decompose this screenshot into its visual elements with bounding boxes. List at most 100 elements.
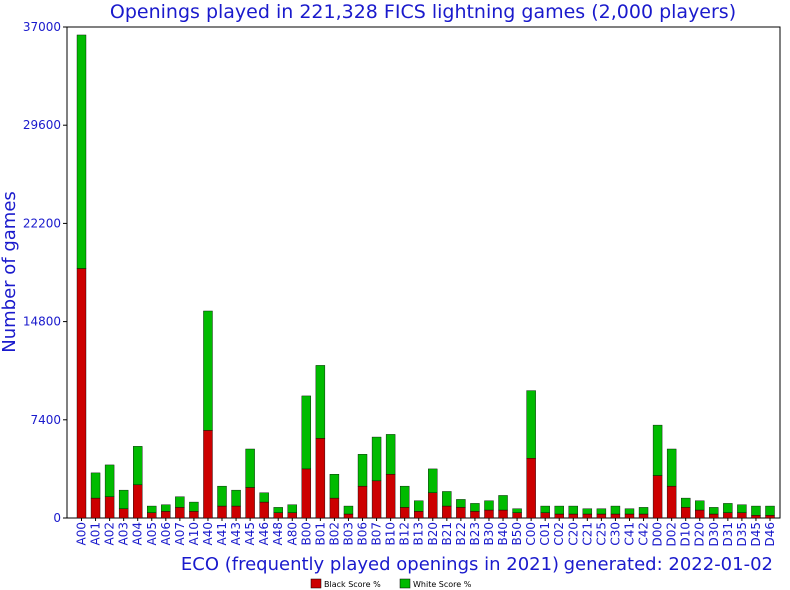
bar-segment-white bbox=[624, 508, 635, 515]
bar-segment-black bbox=[343, 513, 354, 519]
bar-segment-white bbox=[231, 489, 241, 507]
bar-segment-black bbox=[259, 501, 269, 519]
bar-segment-black bbox=[315, 438, 326, 519]
bar-segment-black bbox=[203, 430, 213, 519]
y-tick-label: 29600 bbox=[23, 118, 61, 132]
x-tick-label: A41 bbox=[215, 522, 229, 545]
bar-segment-white bbox=[695, 500, 705, 511]
x-tick-label: A46 bbox=[257, 522, 271, 545]
bar-segment-white bbox=[680, 497, 691, 508]
bar-segment-white bbox=[161, 504, 171, 512]
bar-segment-black bbox=[287, 512, 297, 519]
bar-segment-white bbox=[118, 489, 129, 509]
bar-segment-white bbox=[428, 468, 438, 493]
x-tick-label: A02 bbox=[103, 522, 117, 545]
bar-segment-white bbox=[737, 504, 747, 513]
x-tick-label: A80 bbox=[285, 522, 299, 545]
x-tick-label: B02 bbox=[327, 522, 341, 546]
bar-segment-black bbox=[723, 512, 733, 519]
bar-segment-white bbox=[484, 500, 494, 511]
x-axis-label: ECO (frequently played openings in 2021) bbox=[181, 554, 559, 575]
x-tick-label: A40 bbox=[201, 522, 215, 545]
bar-segment-white bbox=[343, 505, 354, 515]
x-tick-label: C21 bbox=[580, 522, 594, 546]
bar-segment-white bbox=[568, 505, 578, 515]
bar-segment-black bbox=[751, 515, 761, 519]
x-tick-label: B03 bbox=[341, 522, 355, 546]
x-tick-label: B00 bbox=[299, 522, 313, 546]
x-tick-label: B12 bbox=[398, 522, 412, 546]
bar-segment-black bbox=[638, 513, 649, 519]
x-tick-label: D20 bbox=[693, 522, 707, 547]
chart-title: Openings played in 221,328 FICS lightnin… bbox=[110, 1, 736, 23]
bar-segment-white bbox=[287, 504, 297, 513]
y-axis-ticks: 0 7400 14800 22200 29600 37000 bbox=[23, 20, 67, 525]
bar-segment-white bbox=[666, 448, 677, 487]
bar-segment-white bbox=[456, 499, 466, 508]
x-tick-label: D35 bbox=[735, 522, 749, 547]
bar-segment-white bbox=[610, 505, 621, 515]
bar-segment-black bbox=[680, 507, 691, 519]
bar-segment-black bbox=[161, 511, 171, 519]
bar-segment-white bbox=[189, 501, 199, 512]
bar-segment-white bbox=[723, 503, 733, 513]
bar-segment-black bbox=[666, 485, 677, 519]
bar-segment-white bbox=[540, 505, 550, 513]
bar-segment-black bbox=[652, 475, 663, 519]
x-tick-label: C20 bbox=[566, 522, 580, 546]
bar-segment-black bbox=[118, 508, 129, 519]
bar-segment-white bbox=[414, 500, 424, 512]
bars-group bbox=[76, 34, 775, 519]
bar-segment-white bbox=[652, 424, 663, 476]
x-tick-label: B13 bbox=[412, 522, 426, 546]
bar-segment-black bbox=[610, 513, 621, 519]
x-tick-label: B20 bbox=[426, 522, 440, 546]
x-tick-label: B50 bbox=[510, 522, 524, 546]
bar-segment-black bbox=[301, 468, 312, 519]
bar-segment-black bbox=[512, 512, 522, 519]
x-tick-label: B06 bbox=[356, 522, 370, 546]
bar-segment-black bbox=[765, 515, 775, 519]
bar-segment-white bbox=[596, 508, 607, 515]
plot-area-frame bbox=[66, 26, 781, 519]
bar-segment-black bbox=[90, 497, 101, 519]
bar-segment-black bbox=[175, 507, 185, 519]
bar-segment-white bbox=[133, 446, 143, 486]
bar-segment-black bbox=[695, 509, 705, 519]
bar-segment-white bbox=[329, 474, 340, 499]
bar-segment-white bbox=[259, 492, 269, 503]
bar-segment-white bbox=[76, 34, 87, 269]
bar-segment-white bbox=[638, 507, 649, 515]
bar-segment-white bbox=[442, 491, 452, 507]
bar-segment-black bbox=[371, 480, 382, 519]
bar-segment-white bbox=[357, 454, 368, 487]
bar-segment-white bbox=[399, 485, 410, 508]
bar-segment-white bbox=[385, 434, 396, 475]
x-tick-label: B21 bbox=[440, 522, 454, 546]
bar-segment-black bbox=[217, 505, 227, 519]
bar-segment-white bbox=[104, 464, 115, 497]
bar-segment-black bbox=[231, 505, 241, 519]
bar-segment-black bbox=[385, 474, 396, 519]
bar-segment-black bbox=[484, 509, 494, 519]
bar-segment-black bbox=[357, 485, 368, 519]
bar-segment-black bbox=[540, 512, 550, 519]
legend-swatch-black bbox=[310, 578, 322, 589]
bar-segment-white bbox=[709, 507, 719, 515]
y-tick-label: 14800 bbox=[23, 315, 61, 329]
x-tick-label: C25 bbox=[594, 522, 608, 546]
x-tick-label: A07 bbox=[173, 522, 187, 545]
bar-segment-white bbox=[512, 508, 522, 513]
bar-segment-white bbox=[301, 395, 312, 470]
bar-segment-black bbox=[189, 511, 199, 519]
bar-segment-white bbox=[526, 390, 536, 459]
x-tick-label: B23 bbox=[468, 522, 482, 546]
bar-segment-white bbox=[203, 310, 213, 431]
bar-segment-white bbox=[245, 448, 255, 488]
legend-swatch-white bbox=[399, 578, 411, 589]
x-tick-label: A03 bbox=[117, 522, 131, 545]
x-tick-label: D10 bbox=[679, 522, 693, 547]
bar-segment-white bbox=[554, 505, 564, 515]
x-tick-label: B30 bbox=[482, 522, 496, 546]
